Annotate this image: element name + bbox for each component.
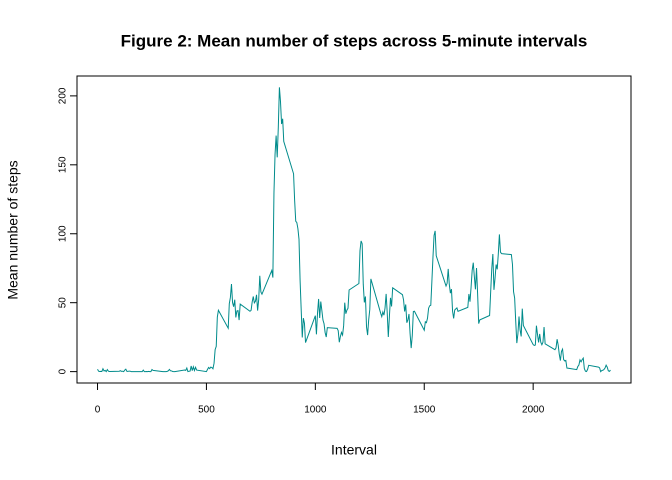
y-axis-label: Mean number of steps [5, 160, 21, 299]
x-tick-label: 1500 [413, 405, 436, 416]
x-axis-label: Interval [331, 442, 377, 458]
data-line [97, 87, 611, 373]
x-tick-label: 0 [95, 405, 101, 416]
y-tick-label: 100 [58, 225, 69, 242]
chart-title: Figure 2: Mean number of steps across 5-… [121, 31, 588, 50]
x-tick-label: 1000 [304, 405, 327, 416]
x-tick-label: 500 [198, 405, 215, 416]
x-tick-label: 2000 [522, 405, 545, 416]
y-tick-label: 0 [58, 368, 69, 374]
y-tick-label: 200 [58, 87, 69, 104]
y-tick-label: 50 [58, 297, 69, 309]
y-tick-label: 150 [58, 156, 69, 173]
